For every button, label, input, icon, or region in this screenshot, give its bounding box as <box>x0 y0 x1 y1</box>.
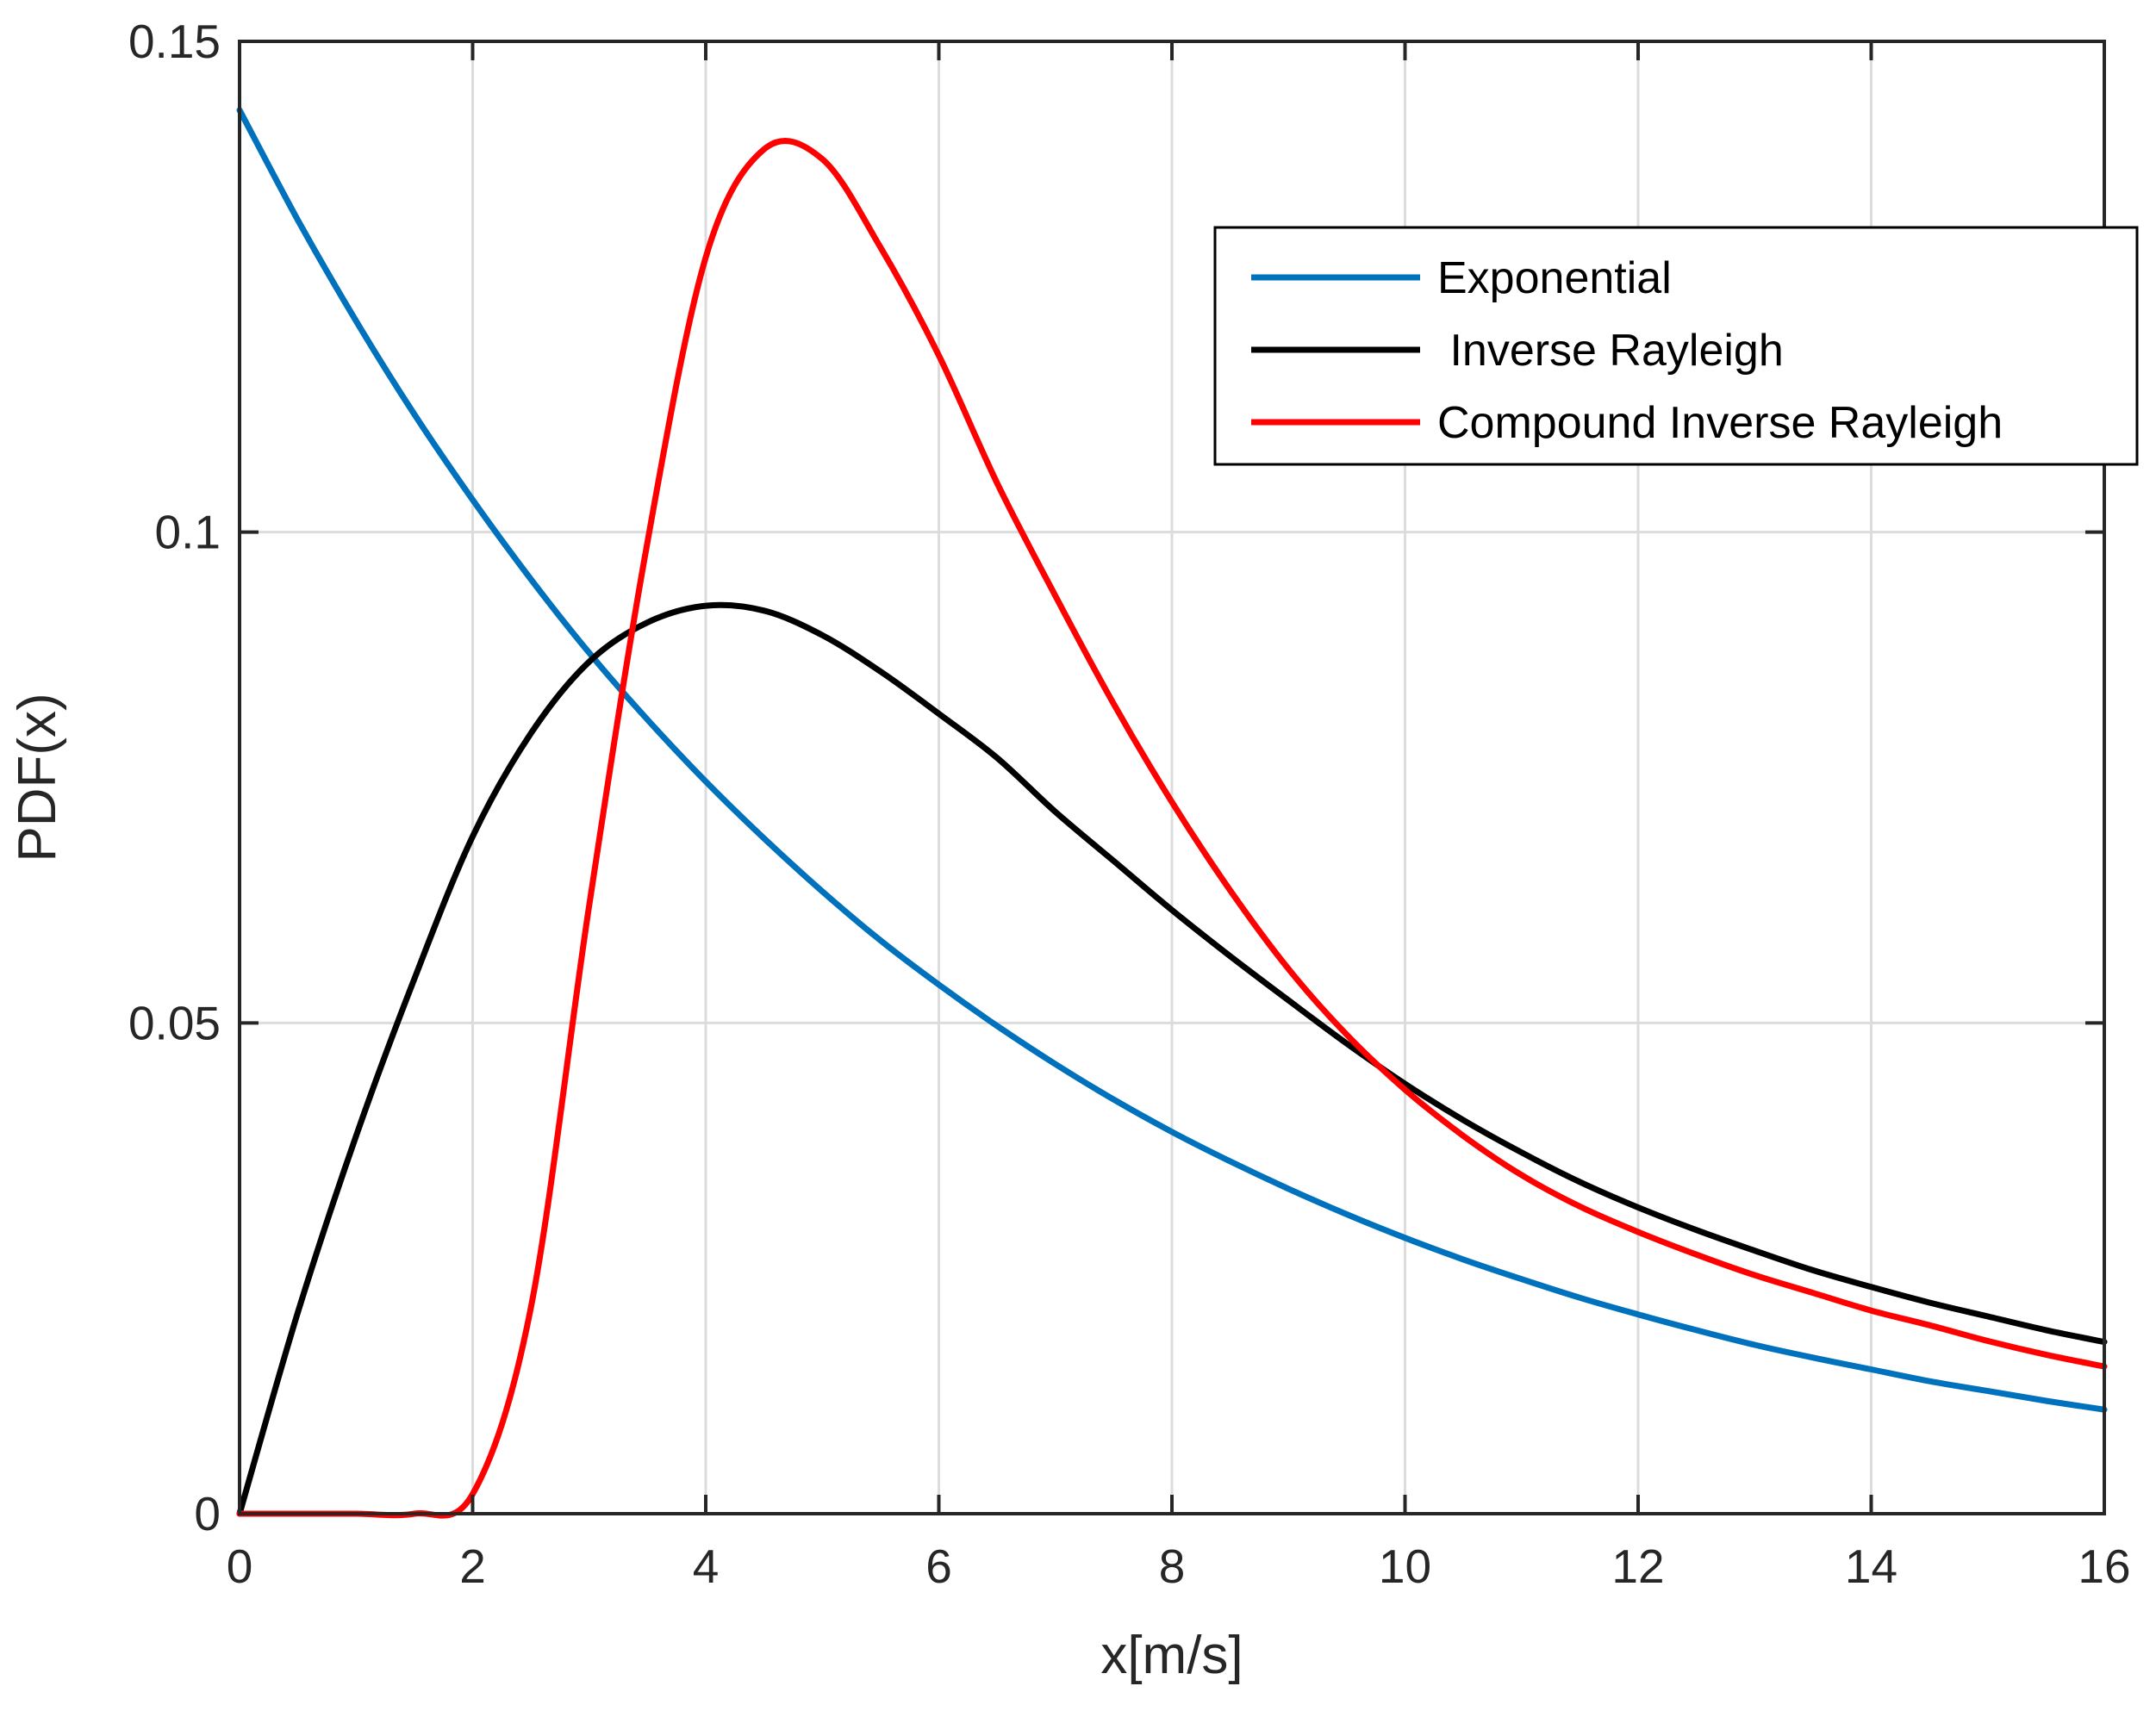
x-tick-label: 14 <box>1845 1540 1897 1593</box>
legend-label-exponential: Exponential <box>1437 253 1672 303</box>
x-tick-label: 2 <box>459 1540 486 1593</box>
x-tick-label: 0 <box>227 1540 253 1593</box>
x-tick-label: 16 <box>2078 1540 2130 1593</box>
y-tick-label: 0 <box>194 1487 221 1540</box>
plot-lines <box>236 107 2108 1519</box>
series-line-inverse-rayleigh <box>236 601 2108 1517</box>
x-tick-label: 6 <box>925 1540 952 1593</box>
legend-label-inverse-rayleigh: Inverse Rayleigh <box>1437 326 1784 376</box>
x-tick-label: 10 <box>1379 1540 1431 1593</box>
x-tick-label: 12 <box>1611 1540 1664 1593</box>
y-tick-label: 0.1 <box>155 506 221 559</box>
series-line-exponential <box>236 107 2108 1413</box>
x-tick-label: 8 <box>1159 1540 1186 1593</box>
legend: Exponential Inverse Rayleigh Compound In… <box>1213 226 2139 466</box>
y-tick-label: 0.05 <box>128 996 221 1049</box>
tick-labels: 0 2 4 6 8 10 12 14 16 0 0.05 0.1 0.15 <box>128 15 2131 1593</box>
series-line-compound-inverse-rayleigh <box>236 138 2108 1519</box>
axis-ticks <box>238 40 2106 1515</box>
x-axis-title: x[m/s] <box>1100 1626 1243 1685</box>
y-axis-title: PDF(x) <box>8 693 67 862</box>
x-tick-label: 4 <box>693 1540 720 1593</box>
y-tick-label: 0.15 <box>128 15 221 68</box>
legend-label-compound-inverse-rayleigh: Compound Inverse Rayleigh <box>1437 398 2003 448</box>
